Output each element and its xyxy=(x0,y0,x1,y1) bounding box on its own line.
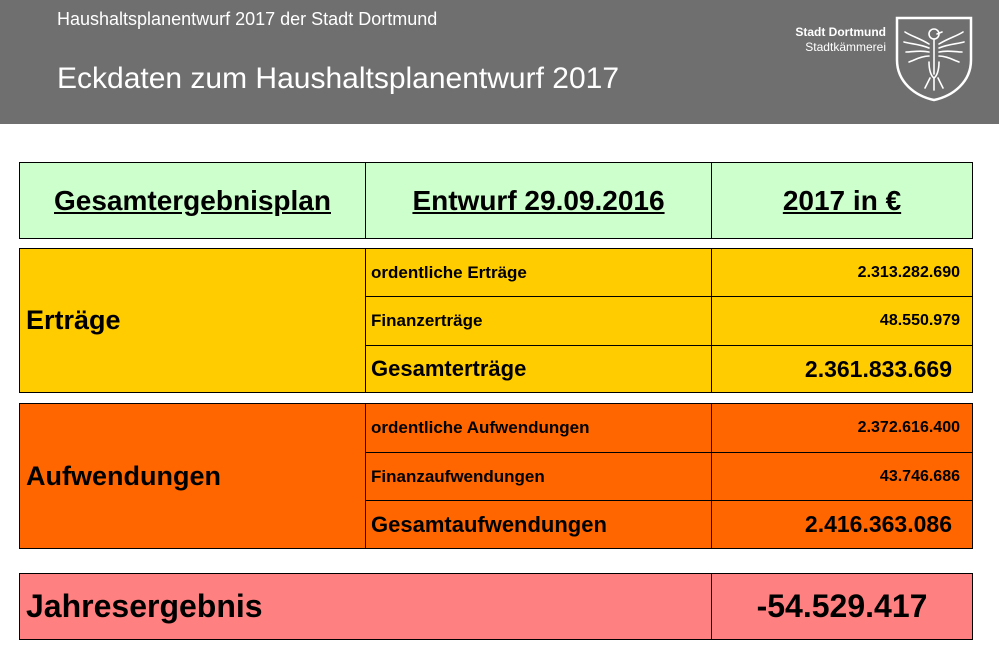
logo-name: Stadt Dortmund xyxy=(795,25,886,39)
column-header-draft: Entwurf 29.09.2016 xyxy=(365,162,712,239)
aufwendungen-row-1-label: ordentliche Aufwendungen xyxy=(365,403,712,453)
slide-header: Haushaltsplanentwurf 2017 der Stadt Dort… xyxy=(0,0,999,124)
ertraege-row-2-label: Finanzerträge xyxy=(365,296,712,346)
ertraege-row-2-value: 48.550.979 xyxy=(711,296,973,346)
aufwendungen-row-1-value: 2.372.616.400 xyxy=(711,403,973,453)
aufwendungen-group-label: Aufwendungen xyxy=(19,403,366,549)
eagle-crest-icon xyxy=(895,16,973,102)
result-label: Jahresergebnis xyxy=(19,573,712,640)
column-header-plan: Gesamtergebnisplan xyxy=(19,162,366,239)
aufwendungen-total-label: Gesamtaufwendungen xyxy=(365,500,712,549)
ertraege-total-label: Gesamterträge xyxy=(365,345,712,393)
logo-text: Stadt Dortmund Stadtkämmerei xyxy=(795,24,886,55)
ertraege-total-value: 2.361.833.669 xyxy=(711,345,973,393)
aufwendungen-total-value: 2.416.363.086 xyxy=(711,500,973,549)
column-header-year: 2017 in € xyxy=(711,162,973,239)
aufwendungen-row-2-label: Finanzaufwendungen xyxy=(365,452,712,501)
aufwendungen-row-2-value: 43.746.686 xyxy=(711,452,973,501)
slide-subtitle: Haushaltsplanentwurf 2017 der Stadt Dort… xyxy=(57,9,438,29)
ertraege-group-label: Erträge xyxy=(19,248,366,393)
logo-department: Stadtkämmerei xyxy=(805,40,886,54)
slide-title: Eckdaten zum Haushaltsplanentwurf 2017 xyxy=(57,62,620,95)
ertraege-row-1-label: ordentliche Erträge xyxy=(365,248,712,297)
result-value: -54.529.417 xyxy=(711,573,973,640)
ertraege-row-1-value: 2.313.282.690 xyxy=(711,248,973,297)
